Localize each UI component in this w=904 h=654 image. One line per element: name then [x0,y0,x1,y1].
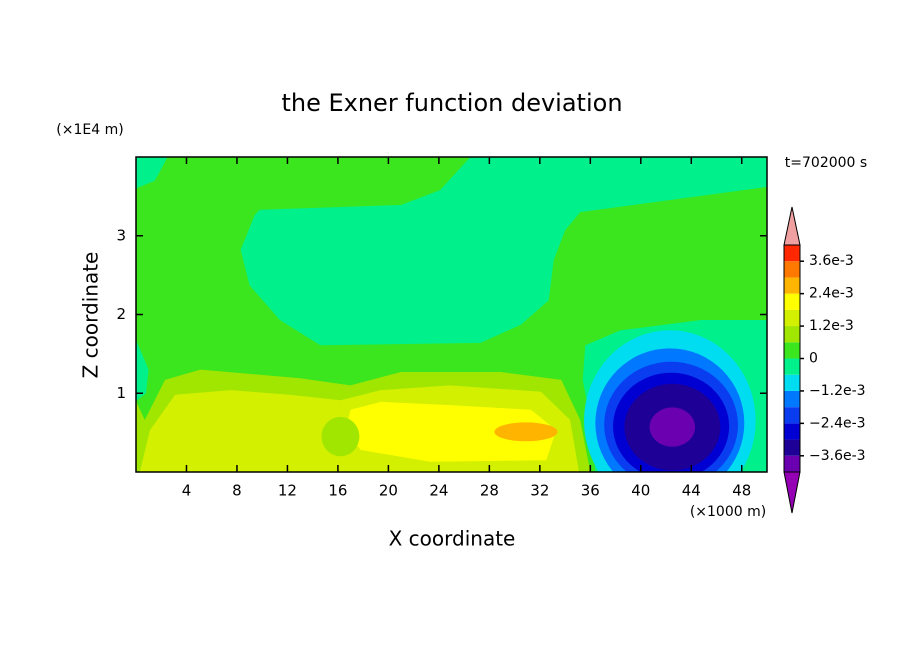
contour-region [240,157,767,346]
colorbar-band [784,374,800,391]
colorbar-tick-label: 0 [809,351,818,367]
contour-region [345,401,557,462]
colorbar-over [783,206,801,246]
colorbar-band [784,342,800,359]
colorbar-tick-label: −2.4e-3 [809,415,866,431]
colorbar-band [784,455,800,472]
x-tick-label: 36 [581,482,600,500]
colorbar-band [784,423,800,440]
colorbar-band [784,439,800,456]
colorbar-tick-label: 2.4e-3 [809,286,854,302]
y-tick-label: 3 [116,226,126,244]
colorbar-band [784,277,800,294]
x-tick-label: 24 [429,482,448,500]
contour-region [321,416,360,457]
colorbar-tick-label: 3.6e-3 [809,253,854,269]
x-tick-label: 8 [232,482,242,500]
x-tick-label: 44 [682,482,701,500]
x-tick-label: 48 [732,482,751,500]
colorbar-band [784,407,800,424]
contour-field [136,157,767,472]
y-tick-label: 2 [116,305,126,323]
contour-region [136,339,149,402]
x-tick-label: 40 [631,482,650,500]
colorbar-band [784,245,800,262]
colorbar-band [784,326,800,343]
x-tick-label: 28 [480,482,499,500]
contour-region [136,157,168,189]
colorbar-band [784,358,800,375]
x-tick-label: 16 [328,482,347,500]
colorbar-tick-label: −3.6e-3 [809,448,866,464]
time-label: t=702000 s [785,155,867,171]
colorbar-band [784,390,800,408]
colorbar-under [783,471,801,514]
x-tick-label: 12 [278,482,297,500]
y-axis-title: Z coordinate [79,252,103,379]
x-tick-label: 32 [530,482,549,500]
x-tick-label: 4 [182,482,192,500]
colorbar-band [784,293,800,310]
colorbar-tick-label: −1.2e-3 [809,383,866,399]
x-tick-label: 20 [379,482,398,500]
colorbar-band [784,261,800,278]
colorbar-band [784,309,800,327]
x-axis-title: X coordinate [389,527,516,551]
contour-region [494,422,558,442]
y-unit-label: (×1E4 m) [56,122,123,138]
y-tick-label: 1 [116,384,126,402]
colorbar-tick-label: 1.2e-3 [809,318,854,334]
x-unit-label: (×1000 m) [690,504,766,520]
contour-region [649,407,696,447]
chart-title: the Exner function deviation [281,89,622,117]
